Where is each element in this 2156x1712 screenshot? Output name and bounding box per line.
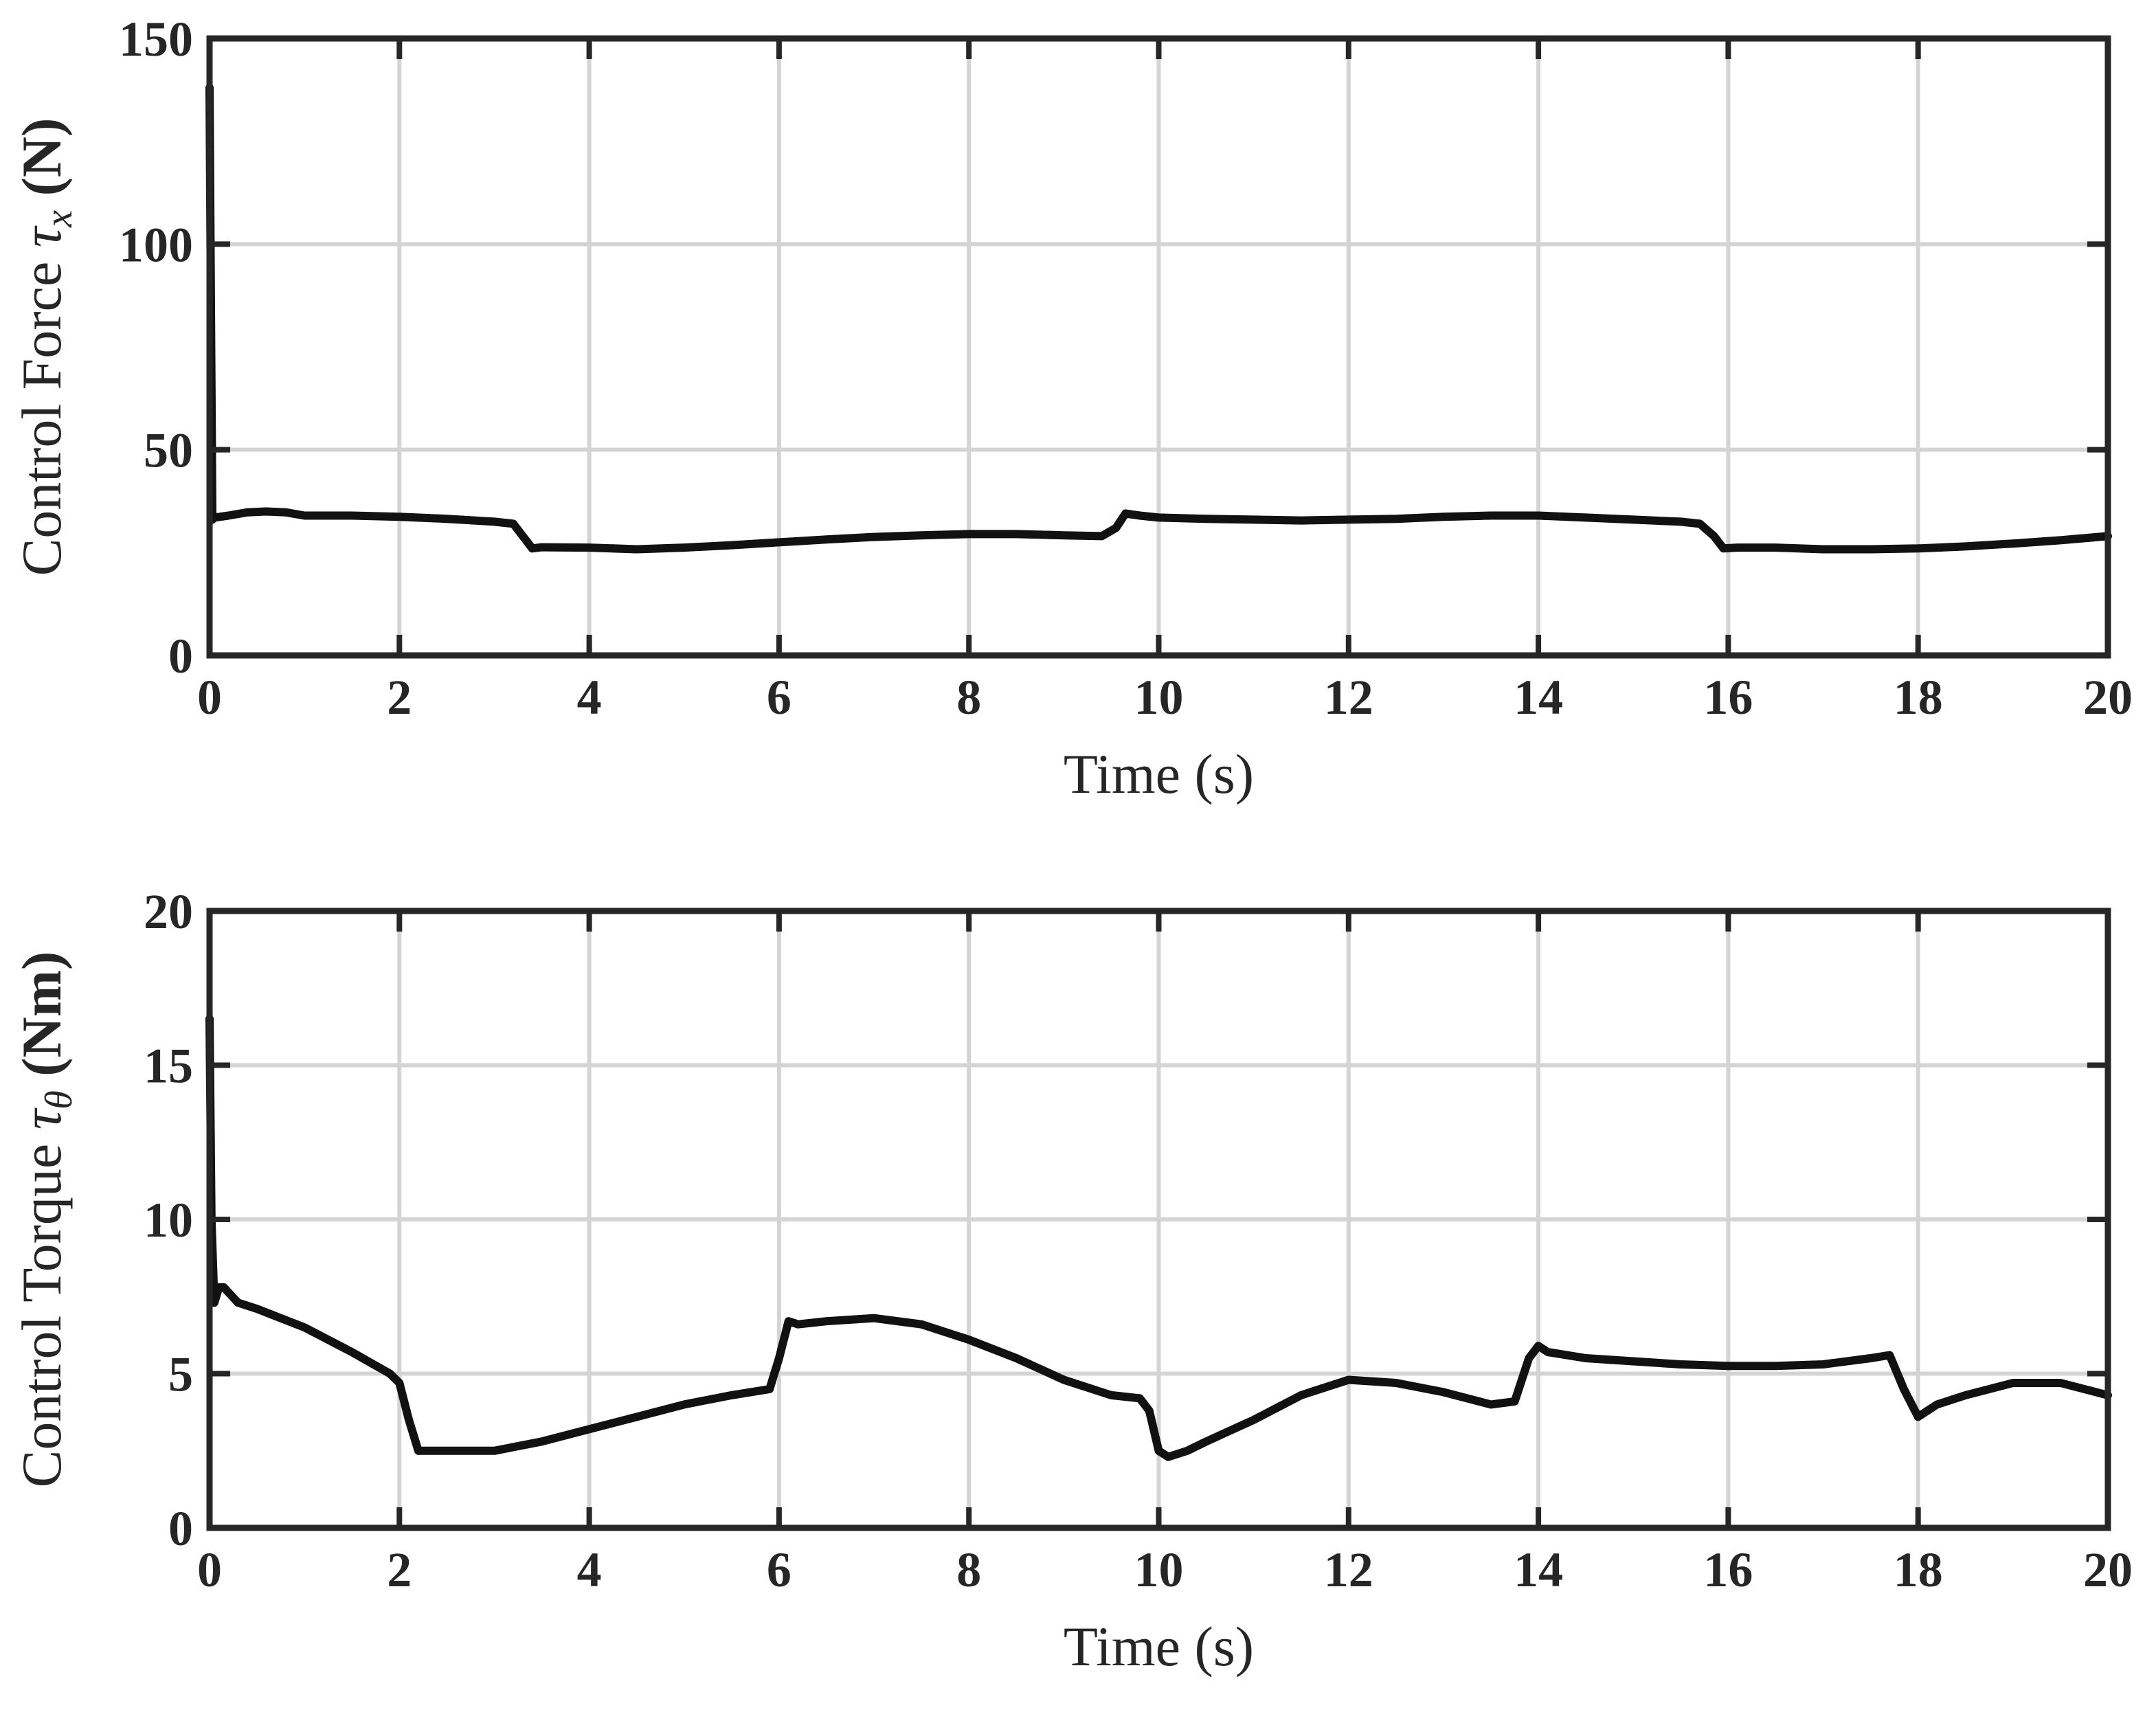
x-tick-label: 20 (2083, 670, 2133, 725)
x-tick-label: 2 (387, 670, 412, 725)
x-tick-label: 18 (1894, 670, 1943, 725)
x-axis-label: Time (s) (1064, 1615, 1254, 1678)
x-tick-label: 6 (767, 1542, 791, 1597)
torque-chart: 0 2 4 6 8 10 12 14 16 18 20 0 5 10 15 20 Time (s) Control… (10, 884, 2133, 1678)
x-tick-label: 10 (1134, 670, 1184, 725)
x-tick-label: 10 (1134, 1542, 1184, 1597)
y-axis-label-subscript: x (38, 210, 80, 228)
x-tick-label: 12 (1324, 1542, 1373, 1597)
x-tick-label: 16 (1703, 670, 1753, 725)
x-tick-label: 18 (1894, 1542, 1943, 1597)
y-axis-label: Control Force τx (N) (10, 118, 80, 576)
x-tick-label: 14 (1514, 1542, 1563, 1597)
y-tick-label: 10 (144, 1193, 193, 1248)
y-axis-label-subscript: θ (38, 1090, 80, 1110)
x-tick-label: 16 (1703, 1542, 1753, 1597)
y-tick-label: 0 (168, 1501, 193, 1556)
series-line (205, 1015, 2112, 1461)
y-tick-label: 15 (144, 1039, 193, 1094)
x-tick-label: 4 (577, 670, 602, 725)
x-tick-label: 2 (387, 1542, 412, 1597)
y-tick-label: 5 (168, 1347, 193, 1402)
x-tick-label: 6 (767, 670, 791, 725)
x-tick-label: 4 (577, 1542, 602, 1597)
y-axis-label-prefix: Control Force (10, 247, 73, 576)
x-tick-label: 14 (1514, 670, 1563, 725)
y-tick-label: 50 (144, 423, 193, 478)
y-axis-label-unit: (N) (10, 118, 73, 210)
y-axis-label-unit: (Nm) (10, 951, 73, 1091)
y-tick-label: 150 (119, 12, 193, 67)
x-axis-label: Time (s) (1064, 743, 1254, 805)
x-tick-label: 20 (2083, 1542, 2133, 1597)
y-tick-label: 100 (119, 217, 193, 272)
x-tick-label: 8 (956, 670, 981, 725)
x-tick-label: 0 (197, 1542, 222, 1597)
x-tick-label: 12 (1324, 670, 1373, 725)
x-tick-label: 8 (956, 1542, 981, 1597)
series-line (205, 83, 2112, 554)
x-tick-label: 0 (197, 670, 222, 725)
y-tick-label: 0 (168, 629, 193, 684)
y-axis-label: Control Torque τθ (Nm) (10, 951, 80, 1488)
force-chart: 0 2 4 6 8 10 12 14 16 18 20 0 50 100 150 Time (s) Contro… (10, 12, 2133, 805)
y-axis-label-prefix: Control Torque (10, 1129, 73, 1487)
y-tick-label: 20 (144, 884, 193, 939)
y-axis-label-symbol: τ (10, 225, 73, 247)
y-axis-label-symbol: τ (10, 1107, 73, 1129)
